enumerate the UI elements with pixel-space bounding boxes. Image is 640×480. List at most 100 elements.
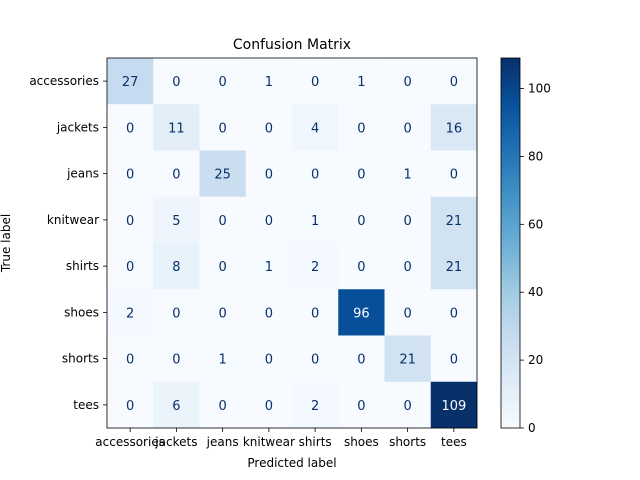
cell-value-label: 1 — [403, 168, 411, 183]
cell-value-label: 0 — [126, 168, 134, 183]
y-tick-label: shoes — [64, 305, 99, 319]
heatmap-cell — [107, 243, 154, 290]
heatmap-cell — [153, 58, 200, 105]
heatmap-cell — [384, 104, 432, 151]
heatmap-cell — [245, 289, 293, 336]
heatmap-cell — [430, 150, 478, 198]
x-tick-label: shirts — [299, 435, 332, 449]
heatmap-cell — [430, 58, 478, 105]
cell-value-label: 0 — [218, 260, 226, 275]
cell-value-label: 0 — [172, 353, 180, 368]
heatmap-cell — [384, 196, 432, 244]
heatmap-cell — [199, 381, 247, 429]
colorbar-tick-label: 20 — [528, 353, 543, 367]
colorbar — [500, 57, 521, 429]
heatmap-cell — [245, 104, 293, 151]
cell-value-label: 0 — [265, 353, 273, 368]
cell-value-label: 0 — [450, 306, 458, 321]
heatmap-cell — [384, 243, 432, 290]
cell-value-label: 96 — [353, 306, 370, 321]
heatmap-cell — [338, 335, 385, 383]
cell-value-labels: 27 0 0 1 0 1 0 00 11 0 0 4 0 0 160 0 25 0 0 0 1 00 5 0 0 1 0 0 210 8 0… — [122, 75, 466, 414]
cell-value-label: 0 — [450, 353, 458, 368]
heatmap-cell — [107, 150, 154, 198]
x-tick-label: knitwear — [243, 435, 295, 449]
cell-value-label: 0 — [265, 399, 273, 414]
heatmap-cell — [153, 196, 200, 244]
cell-value-label: 5 — [172, 214, 180, 229]
heatmap-cell — [107, 58, 154, 105]
cell-value-label: 0 — [357, 353, 365, 368]
heatmap-cell — [292, 243, 339, 290]
cell-value-label: 0 — [265, 168, 273, 183]
heatmap-cell — [430, 196, 478, 244]
x-axis-label: Predicted label — [247, 456, 336, 470]
cell-value-label: 0 — [126, 353, 134, 368]
cell-value-label: 0 — [126, 260, 134, 275]
y-tick-label: jeans — [66, 167, 99, 181]
heatmap-cell — [107, 335, 154, 383]
cell-value-label: 0 — [357, 214, 365, 229]
y-tick-label: knitwear — [47, 213, 99, 227]
heatmap-cell — [430, 104, 478, 151]
heatmap-cell — [292, 104, 339, 151]
cell-value-label: 0 — [403, 260, 411, 275]
heatmap-cell — [292, 196, 339, 244]
heatmap-cell — [199, 243, 247, 290]
x-tick-label: accessories — [95, 435, 165, 449]
colorbar-tick-label: 100 — [528, 82, 551, 96]
cell-value-label: 0 — [357, 399, 365, 414]
heatmap-cell — [338, 104, 385, 151]
cell-value-label: 4 — [311, 121, 319, 136]
cell-value-label: 0 — [126, 121, 134, 136]
cell-value-label: 2 — [126, 306, 134, 321]
x-tick-label: shorts — [389, 435, 426, 449]
heatmap-cells — [107, 58, 478, 429]
cell-value-label: 0 — [311, 306, 319, 321]
heatmap-cell — [338, 58, 385, 105]
heatmap-cell — [338, 150, 385, 198]
cell-value-label: 0 — [450, 75, 458, 90]
heatmap-cell — [107, 196, 154, 244]
x-tick-label: jeans — [206, 435, 239, 449]
heatmap-cell — [384, 150, 432, 198]
y-tick-label: tees — [73, 398, 99, 412]
cell-value-label: 0 — [357, 121, 365, 136]
colorbar-ticks: 0 20 40 60 80 100 — [520, 82, 551, 435]
heatmap-cell — [153, 150, 200, 198]
cell-value-label: 0 — [265, 214, 273, 229]
cell-value-label: 6 — [172, 399, 180, 414]
y-tick-label: jackets — [56, 120, 99, 134]
heatmap-cell — [245, 150, 293, 198]
heatmap-cell — [430, 289, 478, 336]
cell-value-label: 0 — [218, 214, 226, 229]
cell-value-label: 1 — [265, 260, 273, 275]
heatmap-cell — [245, 58, 293, 105]
heatmap-cell — [107, 381, 154, 429]
cell-value-label: 27 — [122, 75, 139, 90]
x-tick-label: jackets — [154, 435, 197, 449]
heatmap-cell — [153, 104, 200, 151]
cell-value-label: 0 — [218, 75, 226, 90]
cell-value-label: 0 — [218, 121, 226, 136]
heatmap-cell — [107, 104, 154, 151]
cell-value-label: 0 — [403, 121, 411, 136]
heatmap-cell — [199, 196, 247, 244]
cell-value-label: 1 — [357, 75, 365, 90]
heatmap-cell — [338, 243, 385, 290]
cell-value-label: 0 — [265, 121, 273, 136]
cell-value-label: 0 — [450, 168, 458, 183]
cell-value-label: 2 — [311, 399, 319, 414]
cell-value-label: 0 — [311, 168, 319, 183]
heatmap-cell — [292, 381, 339, 429]
heatmap-cell — [153, 289, 200, 336]
heatmap-cell — [245, 196, 293, 244]
heatmap-cell — [430, 243, 478, 290]
chart-title: Confusion Matrix — [233, 37, 351, 53]
cell-value-label: 25 — [214, 168, 231, 183]
cell-value-label: 0 — [357, 168, 365, 183]
cell-value-label: 21 — [446, 214, 463, 229]
heatmap-cell — [292, 58, 339, 105]
heatmap-cell — [430, 381, 478, 429]
heatmap-cell — [153, 335, 200, 383]
